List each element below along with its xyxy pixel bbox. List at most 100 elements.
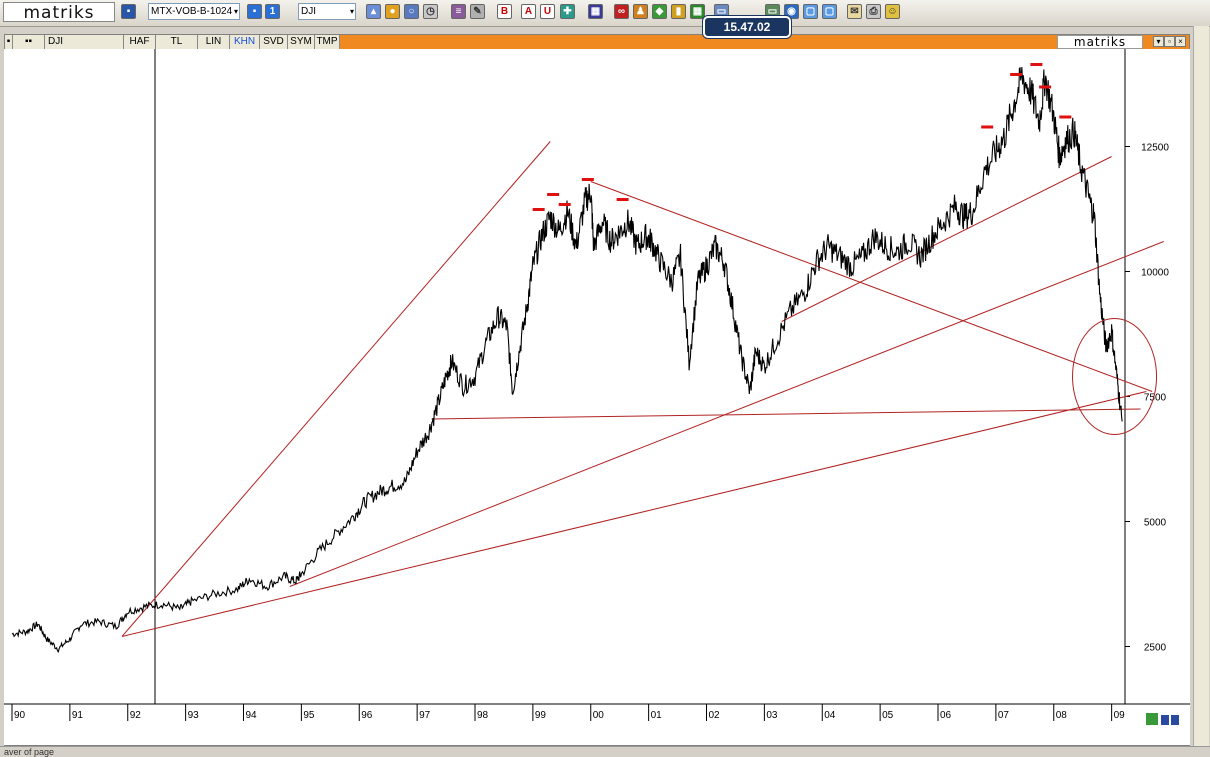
peak-marker [547,193,560,196]
x-tick-label: 06 [940,710,952,721]
circle-annotation[interactable] [1072,318,1158,435]
scroll-left-icon[interactable] [1161,715,1169,725]
x-tick-label: 93 [188,710,200,721]
refresh-icon[interactable] [1146,713,1158,725]
mail-icon[interactable]: ✉ [847,4,862,19]
tab-haf[interactable]: HAF [124,35,156,49]
x-tick-label: 90 [14,710,26,721]
u-button[interactable]: U [540,4,555,19]
symbol-select[interactable]: DJI ▾ [298,3,356,20]
template-select[interactable]: MTX-VOB-B-1024 ▾ [148,3,240,20]
close-button[interactable]: × [1175,36,1186,47]
peak-marker [558,203,571,206]
tab-khn[interactable]: KHN [230,35,260,49]
print-icon[interactable]: ⎙ [866,4,881,19]
peak-marker [616,198,629,201]
clock-icon[interactable]: ◷ [423,4,438,19]
status-text: aver of page [4,747,55,757]
x-tick-label: 94 [246,710,258,721]
trendline [289,241,1164,587]
x-tick-label: 92 [130,710,142,721]
save-icon[interactable]: ▪ [121,4,136,19]
peak-marker [532,208,545,211]
x-tick-labels: 90 91 92 93 94 95 96 97 98 99 00 01 02 03 04 05 06 07 08 09 [11,704,1126,721]
battery-icon[interactable]: ▮ [671,4,686,19]
glasses-icon[interactable]: ∞ [614,4,629,19]
peak-marker [1039,85,1052,89]
tab-dji[interactable]: DJI [45,35,124,49]
trendline [121,141,551,637]
status-bar: aver of page [0,746,1210,757]
person-icon[interactable]: ☺ [885,4,900,19]
x-tick-label: 96 [361,710,373,721]
y-tick-label: 7500 [1144,393,1167,404]
window-a-icon[interactable]: ▢ [803,4,818,19]
tab-lin[interactable]: LIN [198,35,230,49]
x-tick-label: 08 [1056,710,1068,721]
x-tick-label: 01 [651,710,663,721]
x-tick-label: 00 [593,710,605,721]
b-button[interactable]: B [497,4,512,19]
tab-tl[interactable]: TL [156,35,198,49]
chart-menu-icon[interactable]: ▪ [5,35,13,49]
tab-window-icons[interactable]: ▪▪ [13,35,45,49]
globe-icon[interactable]: ◉ [784,4,799,19]
y-tick-label: 10000 [1141,268,1169,279]
peak-marker [981,125,994,129]
peak-markers [532,63,1072,211]
peak-marker [581,178,594,181]
trendline [431,408,1141,420]
tools-icon[interactable]: ✎ [470,4,485,19]
x-tick-label: 09 [1114,710,1126,721]
trendlines[interactable] [121,141,1164,637]
layout-one-icon[interactable]: 1 [265,4,280,19]
screen-icon[interactable]: ▭ [765,4,780,19]
people-icon[interactable]: ♟ [633,4,648,19]
a-button[interactable]: A [521,4,536,19]
x-tick-label: 98 [477,710,489,721]
y-tick-label: 2500 [1144,643,1167,654]
crosshair-icon[interactable]: ✚ [560,4,575,19]
time-readout: 15.47.02 [703,16,791,38]
matriks-logo: matriks [3,2,115,23]
y-tick-label: 5000 [1144,518,1167,529]
tab-sym[interactable]: SYM [288,35,315,49]
x-tick-label: 04 [824,710,836,721]
peak-marker [1010,73,1023,76]
restore-button[interactable]: ▫ [1164,36,1175,47]
books-icon[interactable]: ≡ [451,4,466,19]
window-b-icon[interactable]: ▢ [822,4,837,19]
chart-icon[interactable]: ▴ [366,4,381,19]
trendline [781,156,1112,322]
x-tick-label: 03 [766,710,778,721]
chart-background [4,49,1190,745]
peak-marker [1030,63,1043,66]
window-icon[interactable]: ▪ [247,4,262,19]
trendline [590,181,1153,392]
price-line [11,67,1123,653]
chart-nav-buttons[interactable] [1146,713,1179,725]
map-icon[interactable]: ◆ [652,4,667,19]
peak-marker [1059,115,1072,119]
x-tick-label: 99 [535,710,547,721]
trendline [121,391,1147,637]
scroll-right-icon[interactable] [1171,715,1179,725]
x-tick-label: 97 [419,710,431,721]
x-tick-label: 95 [303,710,315,721]
chart-brand: matriks [1057,35,1143,49]
x-tick-label: 02 [709,710,721,721]
minimize-button[interactable]: ▾ [1153,36,1164,47]
grid-icon[interactable]: ▦ [588,4,603,19]
y-tick-label: 12500 [1141,143,1169,154]
table-icon[interactable]: ▦ [690,4,705,19]
pie-icon[interactable]: ● [385,4,400,19]
main-toolbar: matriks ▪ MTX-VOB-B-1024 ▾ ▪ 1 DJI ▾ ▴ ● ○… [0,0,1210,27]
tab-svd[interactable]: SVD [260,35,288,49]
tab-tmp[interactable]: TMP [315,35,340,49]
vertical-scrollbar[interactable] [1193,26,1209,746]
x-tick-label: 91 [72,710,84,721]
magnifier-icon[interactable]: ○ [404,4,419,19]
x-tick-label: 07 [998,710,1010,721]
x-tick-label: 05 [882,710,894,721]
